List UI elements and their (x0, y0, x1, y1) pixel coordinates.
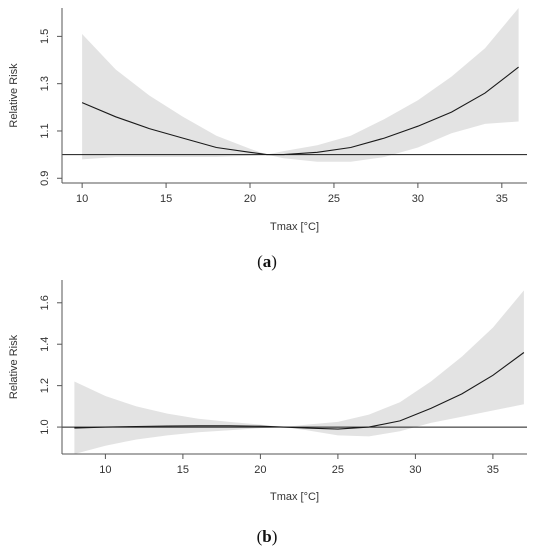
relative-risk-line (74, 352, 525, 430)
y-tick-label-0-9: 0.9 (39, 171, 51, 186)
x-tick-label-30: 30 (409, 464, 421, 476)
panel-label-open: ( (257, 527, 263, 546)
confidence-band (74, 290, 524, 454)
panel-label: (b) (257, 527, 278, 546)
relative-risk-line (81, 66, 519, 156)
x-axis-title: Tmax [°C] (270, 491, 319, 503)
x-tick-label-20: 20 (254, 464, 266, 476)
x-tick-label-10: 10 (99, 464, 111, 476)
x-tick-label-35: 35 (496, 193, 508, 205)
confidence-band (82, 8, 519, 162)
x-tick-label-25: 25 (332, 464, 344, 476)
panel-label-letter: a (263, 252, 272, 271)
confidence-band-layer (74, 290, 524, 454)
x-axis-title: Tmax [°C] (270, 221, 319, 233)
y-tick-label-1-2: 1.2 (39, 378, 51, 393)
y-tick-label-1-5: 1.5 (39, 29, 51, 44)
panel-a: 10 15 20 25 30 35 0.9 1.1 1.3 1.5 Tmax [°C] Relat… (8, 8, 527, 271)
panel-label: (a) (257, 252, 277, 271)
x-tick-label-15: 15 (160, 193, 172, 205)
y-tick-label-1: 1.0 (39, 419, 51, 434)
panel-b: 10 15 20 25 30 35 1.0 1.2 1.4 1.6 Tmax [°C] Relat… (8, 280, 527, 546)
x-tick-label-15: 15 (177, 464, 189, 476)
relative-risk-line-layer (81, 66, 519, 156)
panel-label-letter: b (262, 527, 271, 546)
x-tick-label-25: 25 (328, 193, 340, 205)
y-axis-title: Relative Risk (8, 334, 20, 399)
confidence-band-layer (82, 8, 519, 162)
y-tick-label-1-6: 1.6 (39, 295, 51, 310)
relative-risk-line-layer (74, 352, 525, 430)
y-axis-title: Relative Risk (8, 63, 20, 128)
panel-label-close: ) (272, 527, 278, 546)
panel-label-open: ( (257, 252, 263, 271)
axes: 10 15 20 25 30 35 1.0 1.2 1.4 1.6 (39, 280, 527, 476)
x-tick-label-20: 20 (244, 193, 256, 205)
x-tick-label-10: 10 (76, 193, 88, 205)
x-tick-label-35: 35 (487, 464, 499, 476)
axes: 10 15 20 25 30 35 0.9 1.1 1.3 1.5 (39, 8, 527, 205)
y-tick-label-1-1: 1.1 (39, 123, 51, 138)
x-tick-label-30: 30 (412, 193, 424, 205)
y-tick-label-1-4: 1.4 (39, 337, 51, 352)
y-tick-label-1-3: 1.3 (39, 76, 51, 91)
panel-label-close: ) (271, 252, 277, 271)
